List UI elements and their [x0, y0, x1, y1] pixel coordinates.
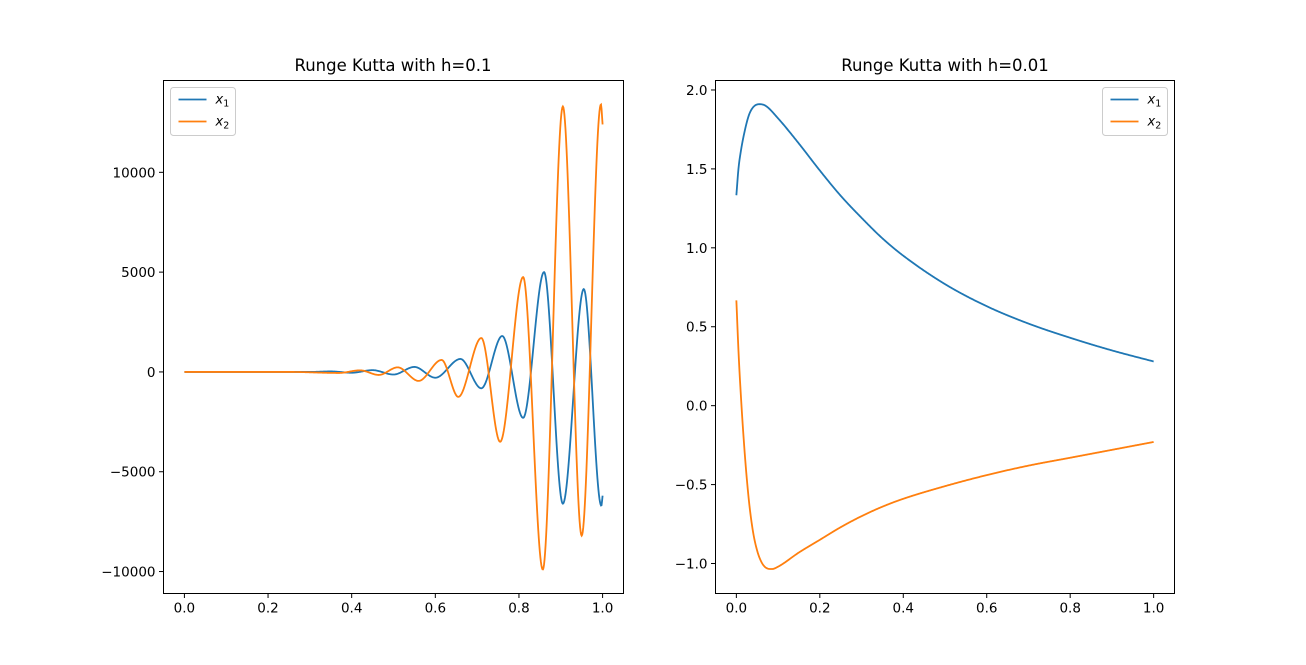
- x-tick-label: 0.4: [893, 601, 914, 617]
- subplot-right-title: Runge Kutta with h=0.01: [841, 56, 1049, 75]
- y-tick-label: −5000: [110, 465, 156, 481]
- x-tick-label: 0.2: [809, 601, 830, 617]
- series-line-x1: [735, 103, 1154, 363]
- y-tick-label: 0.5: [686, 320, 707, 336]
- subplot-right-ticks: 0.0 0.2 0.4 0.6 0.8 1.0 −1.0 −0.5 0.0 0.5 1.0 1.5 2.…: [675, 83, 1165, 617]
- x-tick-label: 1.0: [1143, 601, 1164, 617]
- subplot-right-series: [735, 103, 1154, 570]
- x-tick-label: 0.8: [508, 601, 529, 617]
- y-tick-label: 1.0: [686, 241, 707, 257]
- series-line-x1: [184, 271, 604, 507]
- subplot-left-series: [184, 102, 604, 571]
- subplot-left: Runge Kutta with h=0.1 0.0 0.2 0.4 0.6 0.8 1.…: [101, 56, 624, 617]
- y-tick-label: −1.0: [675, 557, 708, 573]
- y-tick-label: −0.5: [675, 478, 708, 494]
- x-tick-label: 0.6: [425, 601, 446, 617]
- x-tick-label: 0.8: [1059, 601, 1080, 617]
- series-line-x2: [735, 300, 1154, 570]
- subplot-left-frame: [163, 80, 624, 594]
- y-tick-label: 1.5: [686, 162, 707, 178]
- series-line-x2: [184, 102, 604, 571]
- x-tick-label: 0.6: [976, 601, 997, 617]
- y-tick-label: 2.0: [686, 83, 707, 99]
- y-tick-label: 5000: [121, 265, 155, 281]
- subplot-right: Runge Kutta with h=0.01 0.0 0.2 0.4 0.6 0.8 1…: [675, 56, 1175, 617]
- x-tick-label: 0.0: [726, 601, 747, 617]
- y-tick-label: 10000: [113, 165, 156, 181]
- y-tick-label: 0.0: [686, 399, 707, 415]
- subplot-left-ticks: 0.0 0.2 0.4 0.6 0.8 1.0 −10000 −5000 0 5000 10000: [101, 165, 613, 616]
- subplot-right-frame: [715, 80, 1175, 594]
- x-tick-label: 0.4: [341, 601, 362, 617]
- subplot-left-title: Runge Kutta with h=0.1: [294, 56, 491, 75]
- y-tick-label: −10000: [101, 565, 155, 581]
- y-tick-label: 0: [147, 365, 156, 381]
- x-tick-label: 0.2: [257, 601, 278, 617]
- x-tick-label: 1.0: [592, 601, 613, 617]
- x-tick-label: 0.0: [174, 601, 195, 617]
